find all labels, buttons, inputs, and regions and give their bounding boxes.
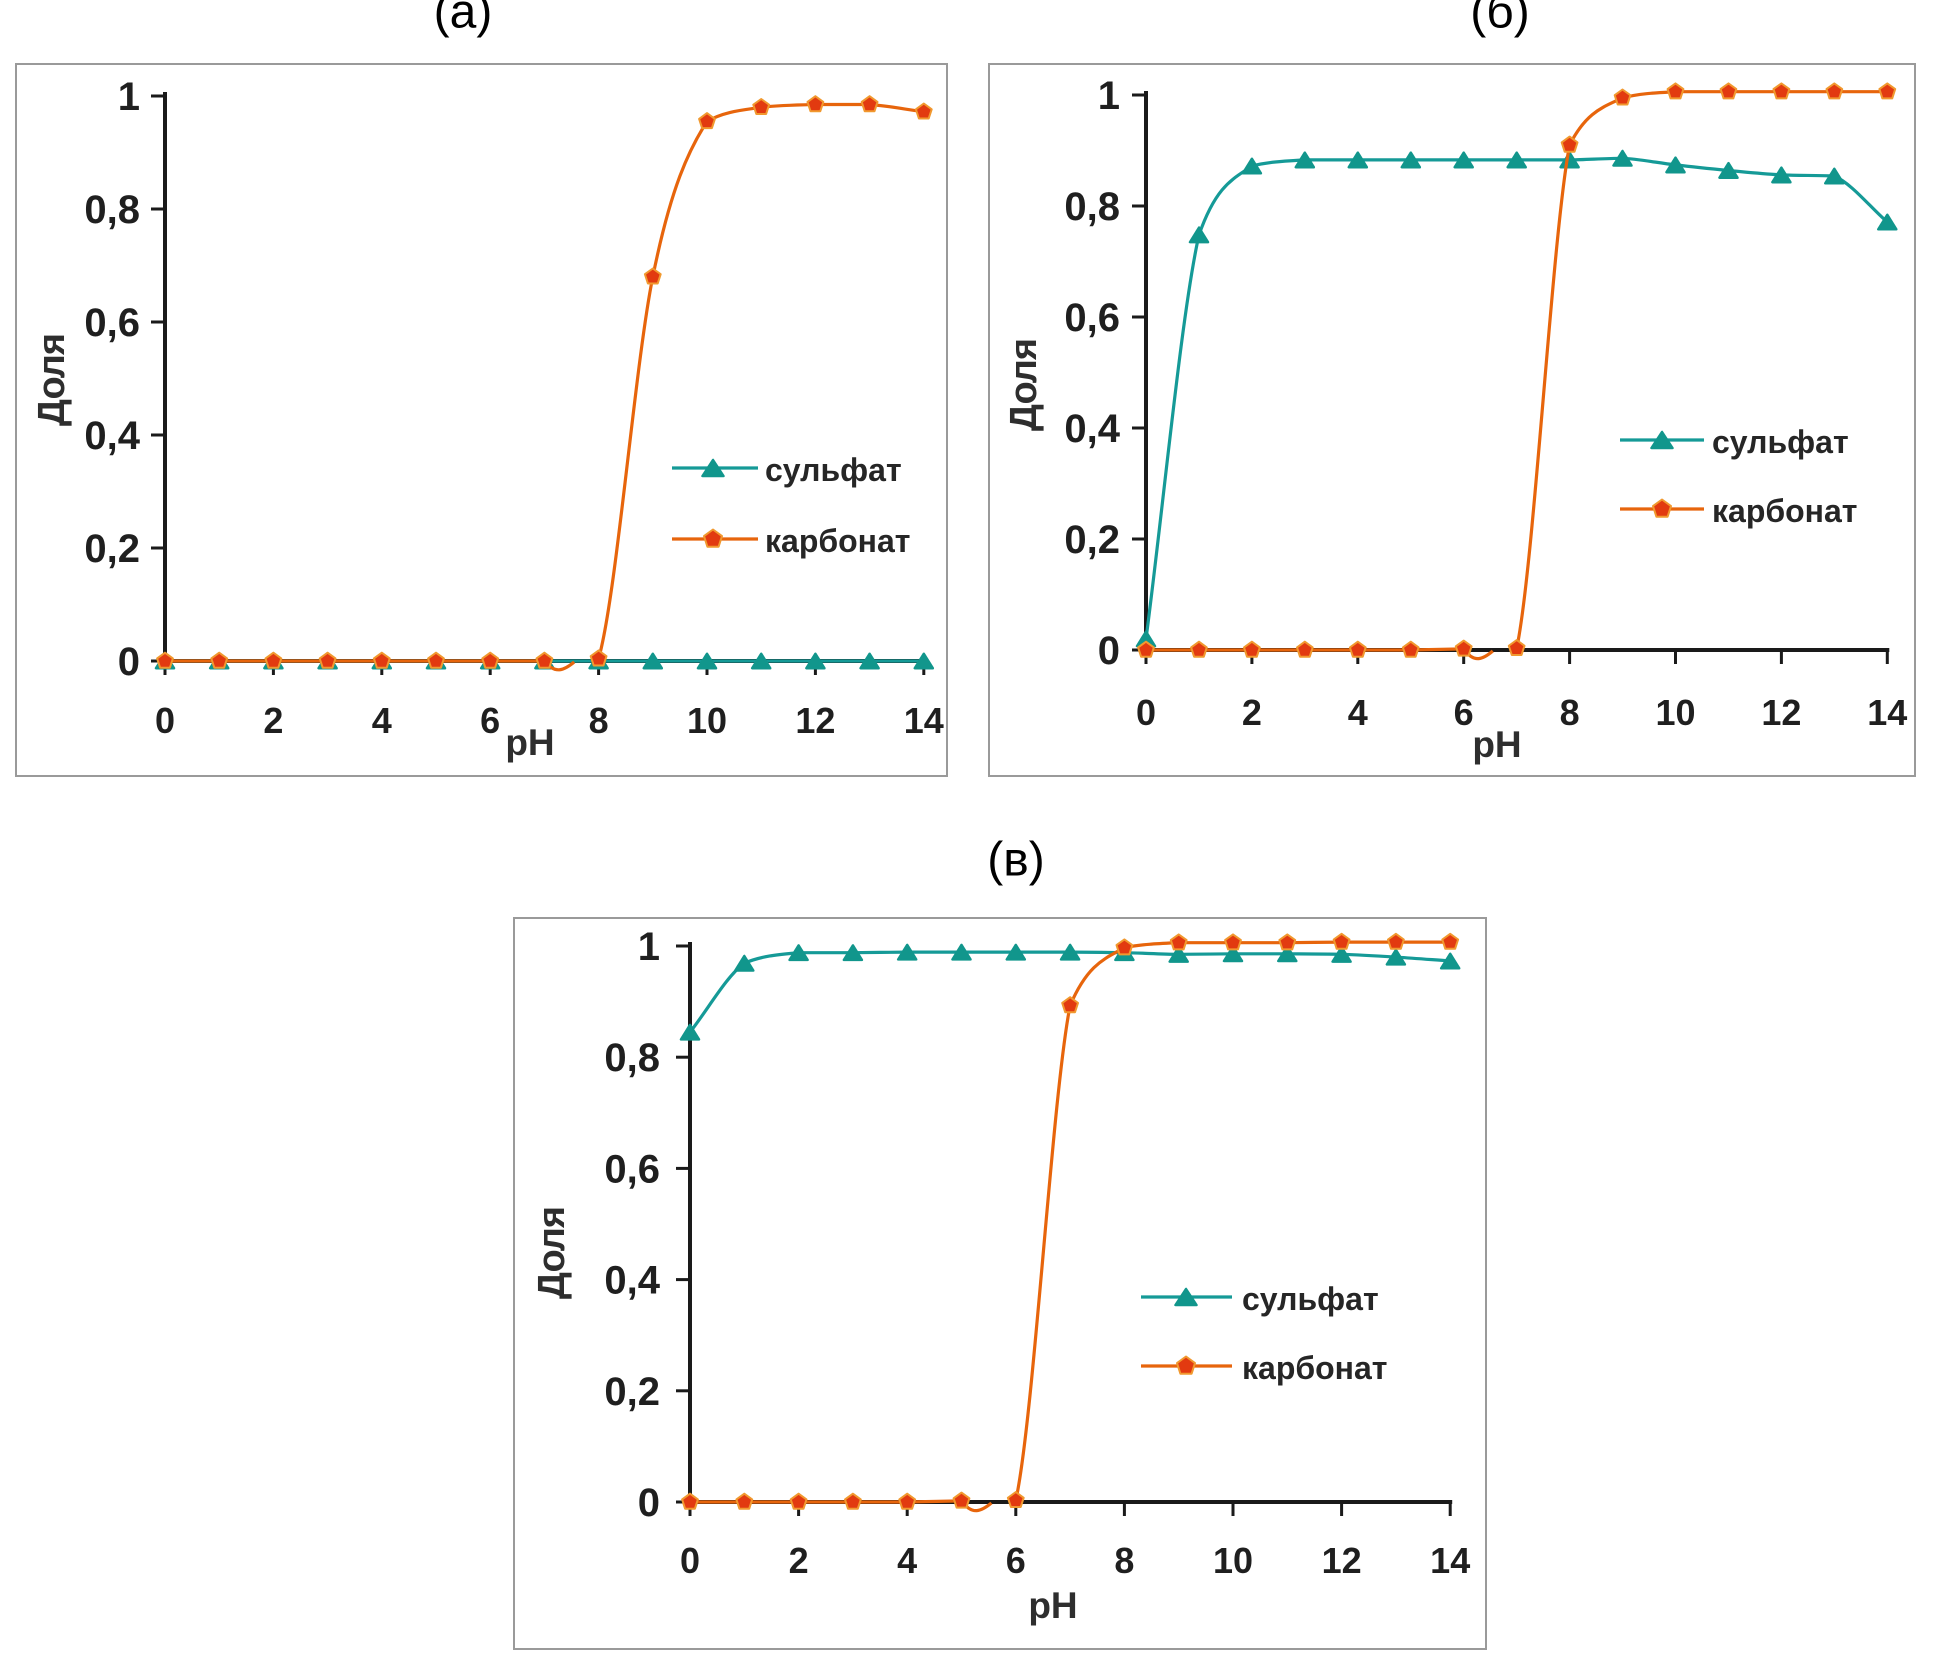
svg-text:4: 4 bbox=[1348, 692, 1368, 733]
svg-text:0: 0 bbox=[155, 700, 175, 741]
svg-text:4: 4 bbox=[372, 700, 392, 741]
svg-text:сульфат: сульфат bbox=[1242, 1281, 1379, 1317]
svg-text:1: 1 bbox=[118, 75, 140, 119]
svg-text:сульфат: сульфат bbox=[1712, 424, 1849, 460]
svg-text:0,4: 0,4 bbox=[1064, 407, 1120, 451]
svg-text:12: 12 bbox=[795, 700, 835, 741]
svg-text:карбонат: карбонат bbox=[1242, 1350, 1387, 1386]
svg-text:4: 4 bbox=[897, 1540, 917, 1581]
svg-text:8: 8 bbox=[1560, 692, 1580, 733]
svg-text:Доля: Доля bbox=[531, 1207, 573, 1299]
svg-text:0,6: 0,6 bbox=[1064, 296, 1120, 340]
svg-text:0: 0 bbox=[1098, 629, 1120, 673]
svg-text:0,2: 0,2 bbox=[604, 1370, 660, 1414]
svg-text:10: 10 bbox=[1213, 1540, 1253, 1581]
svg-text:0,2: 0,2 bbox=[84, 527, 140, 571]
svg-text:pH: pH bbox=[505, 722, 554, 763]
svg-text:0,8: 0,8 bbox=[1064, 185, 1120, 229]
svg-text:(б): (б) bbox=[1470, 0, 1529, 39]
svg-text:0,6: 0,6 bbox=[84, 301, 140, 345]
svg-text:0,8: 0,8 bbox=[84, 188, 140, 232]
svg-text:карбонат: карбонат bbox=[765, 523, 910, 559]
svg-text:12: 12 bbox=[1322, 1540, 1362, 1581]
svg-text:0,4: 0,4 bbox=[604, 1259, 660, 1303]
svg-text:pH: pH bbox=[1472, 724, 1521, 765]
svg-text:1: 1 bbox=[638, 925, 660, 969]
svg-text:2: 2 bbox=[1242, 692, 1262, 733]
svg-text:14: 14 bbox=[1430, 1540, 1470, 1581]
svg-text:2: 2 bbox=[263, 700, 283, 741]
svg-text:14: 14 bbox=[1867, 692, 1907, 733]
svg-text:0: 0 bbox=[638, 1481, 660, 1525]
svg-text:8: 8 bbox=[589, 700, 609, 741]
svg-text:6: 6 bbox=[1454, 692, 1474, 733]
svg-text:0: 0 bbox=[1136, 692, 1156, 733]
svg-text:0,8: 0,8 bbox=[604, 1036, 660, 1080]
svg-text:10: 10 bbox=[1655, 692, 1695, 733]
svg-text:2: 2 bbox=[789, 1540, 809, 1581]
svg-text:сульфат: сульфат bbox=[765, 452, 902, 488]
svg-text:pH: pH bbox=[1028, 1585, 1077, 1626]
svg-text:0: 0 bbox=[118, 640, 140, 684]
svg-text:0,2: 0,2 bbox=[1064, 518, 1120, 562]
svg-text:0,6: 0,6 bbox=[604, 1147, 660, 1191]
svg-text:6: 6 bbox=[480, 700, 500, 741]
svg-text:карбонат: карбонат bbox=[1712, 493, 1857, 529]
svg-text:8: 8 bbox=[1114, 1540, 1134, 1581]
svg-text:(в): (в) bbox=[987, 834, 1044, 887]
svg-text:12: 12 bbox=[1761, 692, 1801, 733]
svg-text:0,4: 0,4 bbox=[84, 414, 140, 458]
svg-text:Доля: Доля bbox=[1003, 339, 1045, 431]
svg-text:Доля: Доля bbox=[31, 334, 73, 426]
svg-text:10: 10 bbox=[687, 700, 727, 741]
svg-text:1: 1 bbox=[1098, 74, 1120, 118]
svg-text:6: 6 bbox=[1006, 1540, 1026, 1581]
svg-text:0: 0 bbox=[680, 1540, 700, 1581]
svg-text:14: 14 bbox=[904, 700, 944, 741]
svg-text:(а): (а) bbox=[434, 0, 493, 39]
